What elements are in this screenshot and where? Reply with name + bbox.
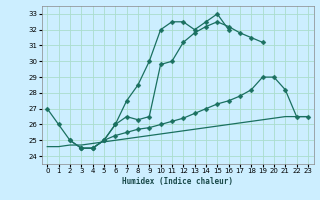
X-axis label: Humidex (Indice chaleur): Humidex (Indice chaleur) [122, 177, 233, 186]
